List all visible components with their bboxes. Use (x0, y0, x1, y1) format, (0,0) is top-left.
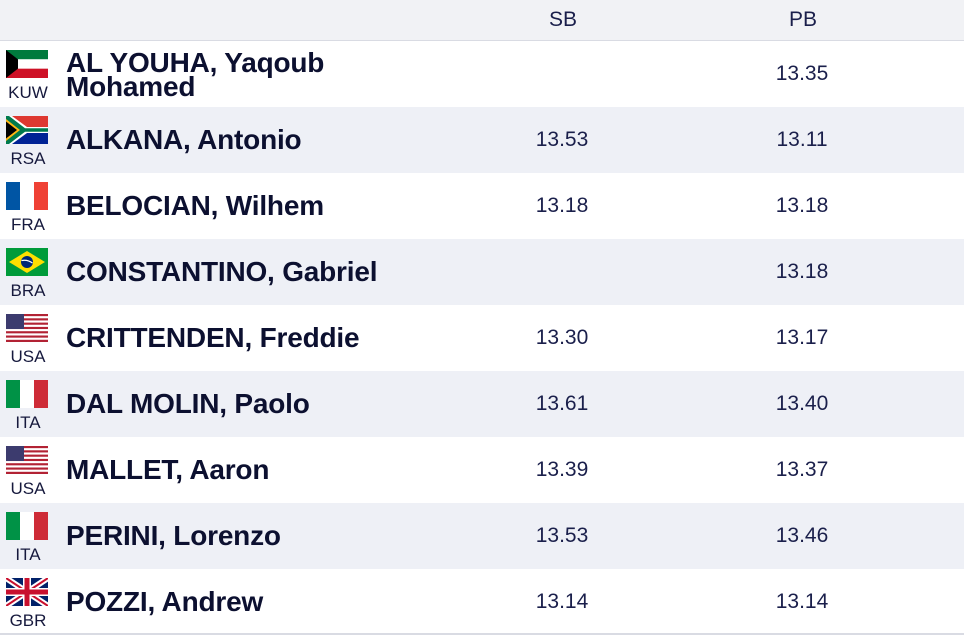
table-row[interactable]: KUW AL YOUHA, Yaqoub Mohamed 13.35 (0, 41, 964, 107)
athlete-name-link[interactable]: CRITTENDEN, Freddie (66, 322, 360, 353)
personal-best: 13.37 (775, 458, 829, 481)
italy-flag-icon (6, 380, 48, 408)
country-code: USA (10, 347, 46, 366)
table-header: SB PB (0, 0, 964, 41)
athlete-name-link[interactable]: DAL MOLIN, Paolo (66, 388, 310, 419)
sb-column-header[interactable]: SB (549, 8, 578, 31)
south-africa-flag-icon (6, 116, 48, 144)
table-row[interactable]: RSA ALKANA, Antonio 13.53 13.11 (0, 107, 964, 173)
brazil-flag-icon (6, 248, 48, 276)
usa-flag-icon (6, 446, 48, 474)
country-code: FRA (11, 215, 45, 234)
athlete-name-link[interactable]: CONSTANTINO, Gabriel (66, 256, 378, 287)
table-row[interactable]: GBR POZZI, Andrew 13.14 13.14 (0, 569, 964, 635)
table-row[interactable]: ITA PERINI, Lorenzo 13.53 13.46 (0, 503, 964, 569)
personal-best: 13.14 (775, 590, 829, 613)
table-row[interactable]: FRA BELOCIAN, Wilhem 13.18 13.18 (0, 173, 964, 239)
season-best: 13.53 (535, 524, 589, 547)
italy-flag-icon (6, 512, 48, 540)
season-best: 13.39 (535, 458, 589, 481)
athlete-name-link[interactable]: POZZI, Andrew (66, 586, 264, 617)
table-row[interactable]: BRA CONSTANTINO, Gabriel 13.18 (0, 239, 964, 305)
athlete-name-line1[interactable]: AL YOUHA, Yaqoub (66, 47, 325, 78)
athlete-name-link[interactable]: AL YOUHA, Yaqoub Mohamed (66, 47, 325, 102)
athlete-name-link[interactable]: ALKANA, Antonio (66, 124, 302, 155)
table-row[interactable]: USA CRITTENDEN, Freddie 13.30 13.17 (0, 305, 964, 371)
personal-best: 13.18 (775, 260, 829, 283)
pb-column-header[interactable]: PB (789, 8, 818, 31)
country-code: KUW (8, 83, 48, 102)
country-code: ITA (15, 413, 41, 432)
athlete-name-link[interactable]: PERINI, Lorenzo (66, 520, 281, 551)
uk-flag-icon (6, 578, 48, 606)
country-code: ITA (15, 545, 41, 564)
season-best: 13.14 (535, 590, 589, 613)
table-row[interactable]: USA MALLET, Aaron 13.39 13.37 (0, 437, 964, 503)
france-flag-icon (6, 182, 48, 210)
country-code: BRA (10, 281, 46, 300)
personal-best: 13.18 (775, 194, 829, 217)
season-best: 13.61 (535, 392, 589, 415)
season-best: 13.30 (535, 326, 589, 349)
usa-flag-icon (6, 314, 48, 342)
athlete-name-link[interactable]: MALLET, Aaron (66, 454, 270, 485)
athlete-name-link[interactable]: BELOCIAN, Wilhem (66, 190, 324, 221)
personal-best: 13.46 (775, 524, 829, 547)
country-code: RSA (10, 149, 46, 168)
personal-best: 13.17 (775, 326, 829, 349)
season-best: 13.18 (535, 194, 589, 217)
athlete-name-line2[interactable]: Mohamed (66, 71, 196, 102)
country-code: GBR (9, 611, 47, 630)
season-best: 13.53 (535, 128, 589, 151)
table-row[interactable]: ITA DAL MOLIN, Paolo 13.61 13.40 (0, 371, 964, 437)
personal-best: 13.40 (775, 392, 829, 415)
kuwait-flag-icon (6, 50, 48, 78)
personal-best: 13.35 (775, 62, 829, 85)
personal-best: 13.11 (776, 128, 828, 151)
country-code: USA (10, 479, 46, 498)
